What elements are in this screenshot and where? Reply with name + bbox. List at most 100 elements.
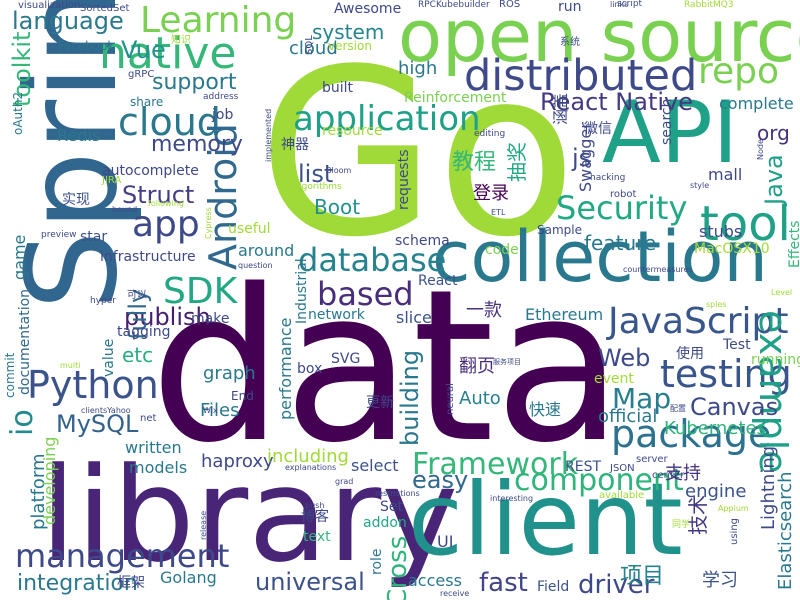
word-go-0: Go (258, 21, 577, 288)
word-cjk-71: 学习 (702, 570, 738, 591)
word-complete-90: complete (719, 94, 794, 113)
word-publish-50: publish (124, 303, 211, 331)
word-box-113: box (297, 361, 323, 377)
word-text-105: text (303, 529, 331, 545)
word-cjk-85: 神器 (281, 137, 309, 153)
word-client-4: client (408, 461, 683, 578)
word-mysql-32: MySQL (56, 410, 139, 438)
word-cjk-73: 技术 (686, 495, 710, 535)
word-sortedset-147: SortedSet (80, 3, 130, 14)
word-library-2: library (40, 439, 459, 591)
word-job-135: job (212, 107, 234, 123)
word-list-45: list (298, 160, 334, 188)
word-kubernetes-66: Kubernetes (664, 418, 766, 439)
word-ros-149: ROS (499, 0, 521, 10)
word-feature-49: feature (584, 231, 657, 255)
word-cjk-196: 配置 (670, 404, 686, 413)
word-cjk-72: 项目 (620, 564, 665, 589)
word-javascript-23: JavaScript (608, 301, 789, 342)
word-infrastructure-128: infrastructure (100, 249, 196, 265)
word-database-20: database (298, 241, 447, 279)
word-field-108: Field (537, 579, 570, 595)
word-cjk-76: 更新 (366, 395, 394, 411)
word-reinforcement-137: Reinforcement (404, 90, 507, 106)
word-editing-158: editing (474, 129, 506, 139)
word-cjk-81: 抽奖 (505, 142, 529, 182)
word-commit-97: commit (3, 352, 17, 398)
word-bound-167: bound (112, 205, 138, 214)
word-js-46: js (572, 144, 592, 172)
word-performance-114: performance (276, 317, 295, 420)
word-language-11: language (12, 7, 124, 35)
word-running-121: running (751, 352, 800, 368)
word-collection-6: collection (432, 216, 768, 298)
word-org-48: org (757, 121, 790, 145)
word-cjk-180: 服务项目 (493, 358, 521, 366)
word-sample-133: Sample (537, 223, 582, 237)
word-cjk-155: 知识 (171, 35, 191, 46)
word-cjk-84: 涵盖 (551, 92, 570, 125)
word-addon-103: addon (363, 515, 407, 531)
word-appium-193: Appium (718, 504, 749, 513)
word-interesting-187: interesting (490, 494, 534, 503)
word-built-138: built (322, 80, 354, 96)
word-spies-176: spies (706, 300, 727, 309)
word-native-10: native (99, 28, 237, 79)
word-facebook-143: Facebook (58, 39, 115, 53)
word-java-47: Java (760, 154, 788, 205)
word-cloud-59: cloud (289, 38, 338, 59)
word-cjk-175: 可以 (127, 290, 147, 301)
word-share-142: share (130, 95, 164, 109)
word-documentation-94: documentation (17, 288, 33, 395)
word-receive-188: receive (440, 589, 470, 598)
word-cjk-75: 快速 (529, 400, 562, 419)
word-autocomplete-141: autocomplete (102, 163, 199, 179)
word-cross-39: Cross (383, 535, 413, 600)
word-rest-69: REST (565, 459, 602, 475)
word-web-34: Web (598, 344, 651, 372)
word-push-184: push (305, 501, 325, 510)
word-script-152: script (617, 0, 643, 9)
word-clientsyahoo-179: clientsYahoo (81, 406, 131, 415)
word-io-31: io (5, 409, 40, 436)
word-ethereum-117: Ethereum (525, 305, 604, 324)
word-management-27: management (15, 537, 230, 575)
word-tagging-126: tagging (117, 324, 171, 340)
word-react-native-15: React Native (540, 88, 694, 116)
word-elasticsearch-67: Elasticsearch (775, 471, 796, 590)
word-following-168: following (148, 199, 184, 208)
word-system-53: system (312, 20, 385, 44)
word-macosx10-92: MacOSX10 (694, 241, 770, 257)
word-test-118: Test (723, 337, 751, 353)
word-framework-30: Framework (412, 447, 579, 482)
word-around-127: around (238, 241, 295, 260)
word-official-65: official (598, 406, 658, 427)
word-code-132: code (485, 242, 519, 258)
word-industrial-124: Industrial (294, 258, 310, 324)
word-universal-37: universal (255, 568, 365, 596)
word-golang-109: Golang (160, 568, 217, 587)
word-including-100: including (267, 446, 349, 467)
word-svg-112: SVG (331, 351, 361, 367)
word-testing-25: testing (660, 352, 792, 396)
word-high-57: high (398, 58, 438, 79)
word-building-41: building (396, 349, 424, 446)
word-integration-40: integration (17, 571, 138, 596)
word-end-197: End (231, 389, 254, 403)
word-sdk-21: SDK (163, 271, 238, 312)
word-game-93: game (10, 234, 29, 280)
word-lightning-68: Lightning (758, 445, 779, 530)
word-cjk-82: 微信 (584, 121, 612, 137)
word-cypress-171: Cypress (204, 207, 213, 239)
word-sql-156: SQL (304, 35, 315, 55)
word-cjk-119: 使用 (676, 346, 704, 362)
word-cjk-154: 系统 (560, 37, 580, 48)
word-effects-91: Effects (787, 220, 800, 268)
word-cjk-78: 一款 (466, 300, 502, 321)
word-struct-43: Struct (122, 181, 195, 209)
word-visualization-146: visualization (18, 0, 81, 11)
word-star-130: star (80, 229, 108, 245)
word-easy-60: easy (412, 466, 469, 494)
word-files-61: Files (200, 400, 240, 421)
word-package-26: package (611, 412, 772, 456)
